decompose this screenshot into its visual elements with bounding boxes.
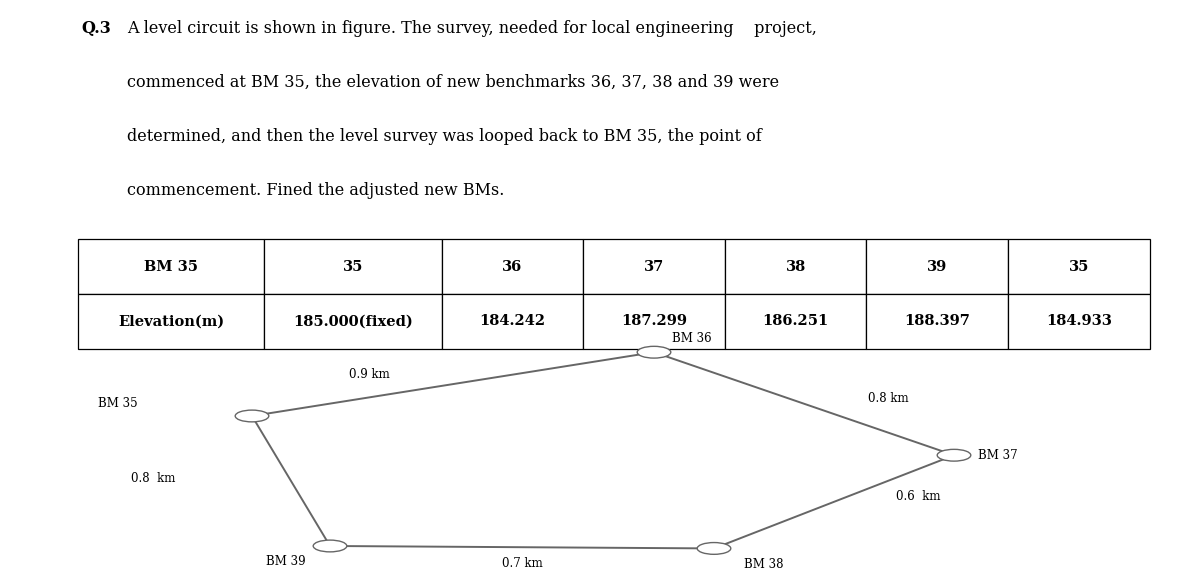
Text: 35: 35 [1069,260,1088,274]
Text: 0.6  km: 0.6 km [895,491,941,503]
Text: 36: 36 [503,260,522,274]
FancyBboxPatch shape [866,294,1008,349]
Text: BM 37: BM 37 [978,449,1018,462]
Text: 187.299: 187.299 [622,314,686,328]
Text: BM 38: BM 38 [744,558,784,571]
Text: 38: 38 [786,260,805,274]
FancyBboxPatch shape [1008,294,1150,349]
Ellipse shape [313,540,347,552]
Text: A level circuit is shown in figure. The survey, needed for local engineering    : A level circuit is shown in figure. The … [127,20,817,37]
Ellipse shape [235,410,269,422]
Text: BM 36: BM 36 [672,332,712,345]
FancyBboxPatch shape [583,294,725,349]
Text: Elevation(m): Elevation(m) [118,314,224,328]
Text: 185.000(fixed): 185.000(fixed) [293,314,413,328]
Ellipse shape [637,346,671,358]
Text: commencement. Fined the adjusted new BMs.: commencement. Fined the adjusted new BMs… [127,182,504,199]
Ellipse shape [937,449,971,461]
Text: 37: 37 [644,260,664,274]
FancyBboxPatch shape [264,239,442,294]
FancyBboxPatch shape [1008,239,1150,294]
Text: 188.397: 188.397 [905,314,970,328]
Text: BM 35: BM 35 [98,397,138,410]
Text: 184.933: 184.933 [1046,314,1111,328]
Text: 0.9 km: 0.9 km [349,368,389,381]
Text: 0.7 km: 0.7 km [502,557,542,569]
FancyBboxPatch shape [78,239,264,294]
Text: 0.8  km: 0.8 km [131,472,175,485]
Text: BM 39: BM 39 [266,555,306,568]
Text: commenced at BM 35, the elevation of new benchmarks 36, 37, 38 and 39 were: commenced at BM 35, the elevation of new… [127,74,779,91]
Text: 186.251: 186.251 [762,314,829,328]
FancyBboxPatch shape [442,294,583,349]
FancyBboxPatch shape [866,239,1008,294]
FancyBboxPatch shape [725,239,866,294]
FancyBboxPatch shape [264,294,442,349]
Text: Q.3: Q.3 [82,20,112,37]
FancyBboxPatch shape [725,294,866,349]
FancyBboxPatch shape [583,239,725,294]
Text: determined, and then the level survey was looped back to BM 35, the point of: determined, and then the level survey wa… [127,127,762,145]
FancyBboxPatch shape [442,239,583,294]
Text: 35: 35 [343,260,362,274]
FancyBboxPatch shape [78,294,264,349]
Text: 184.242: 184.242 [479,314,546,328]
Text: 39: 39 [928,260,947,274]
Ellipse shape [697,543,731,554]
Text: 0.8 km: 0.8 km [868,392,908,405]
Text: BM 35: BM 35 [144,260,198,274]
